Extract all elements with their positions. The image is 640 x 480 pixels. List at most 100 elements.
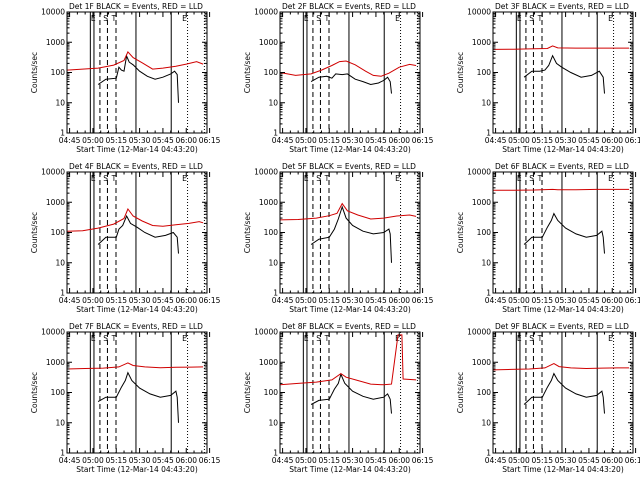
time-marker-label: E — [91, 14, 96, 23]
x-tick-label: 05:30 — [342, 136, 364, 145]
y-tick-label: 100 — [51, 388, 66, 397]
series-line-events — [523, 212, 605, 254]
y-tick-label: 10 — [481, 258, 491, 267]
series-line-events — [523, 54, 605, 94]
time-marker-label: E — [304, 334, 309, 343]
x-tick-label: 06:15 — [199, 296, 221, 305]
time-marker-label: E — [91, 334, 96, 343]
time-marker-label: T — [324, 14, 330, 23]
time-marker-label: E — [182, 174, 187, 183]
subplot-title: Det 5F BLACK = Events, RED = LLD — [282, 162, 416, 171]
y-tick-label: 100 — [51, 68, 66, 77]
x-tick-label: 05:30 — [555, 136, 577, 145]
x-tick-label: 05:00 — [295, 296, 317, 305]
y-tick-label: 1000 — [259, 38, 278, 47]
time-marker-label: S — [316, 14, 321, 23]
y-tick-label: 10000 — [467, 8, 491, 17]
x-tick-label: 06:15 — [199, 136, 221, 145]
plot-frame — [66, 331, 208, 454]
y-tick-label: 10 — [481, 98, 491, 107]
x-tick-label: 06:00 — [175, 296, 197, 305]
series-line-lld — [66, 362, 204, 370]
series-line-lld — [493, 188, 630, 191]
x-tick-label: 05:45 — [578, 136, 600, 145]
x-tick-label: 06:00 — [601, 456, 623, 465]
y-tick-label: 10 — [55, 258, 65, 267]
subplot-title: Det 4F BLACK = Events, RED = LLD — [69, 162, 203, 171]
time-marker-label: S — [529, 174, 534, 183]
x-tick-label: 05:00 — [82, 456, 104, 465]
x-tick-label: 06:15 — [199, 456, 221, 465]
time-marker-label: E — [304, 174, 309, 183]
plot-frame — [279, 11, 421, 134]
y-tick-label: 1000 — [46, 358, 65, 367]
time-marker-label: E — [395, 14, 400, 23]
y-axis-label: Counts/sec — [30, 212, 39, 253]
y-tick-label: 10 — [55, 418, 65, 427]
x-tick-label: 05:30 — [555, 456, 577, 465]
y-axis-label: Counts/sec — [243, 52, 252, 93]
y-tick-label: 1000 — [259, 358, 278, 367]
series-line-lld — [279, 202, 417, 221]
time-marker-label: S — [529, 14, 534, 23]
time-marker-label: E — [395, 174, 400, 183]
time-marker-label: T — [324, 174, 330, 183]
subplot-title: Det 2F BLACK = Events, RED = LLD — [282, 2, 416, 11]
time-marker-label: S — [103, 174, 108, 183]
y-tick-label: 100 — [264, 68, 279, 77]
y-tick-label: 10 — [268, 418, 278, 427]
time-marker-label: S — [529, 334, 534, 343]
y-tick-label: 10000 — [41, 328, 65, 337]
series-line-lld — [492, 363, 630, 371]
x-tick-label: 05:15 — [318, 136, 340, 145]
time-marker-label: E — [608, 174, 613, 183]
subplot-title: Det 8F BLACK = Events, RED = LLD — [282, 322, 416, 331]
y-tick-label: 1 — [486, 449, 491, 458]
time-marker-label: T — [324, 334, 330, 343]
series-line-events — [97, 214, 179, 254]
y-tick-label: 10000 — [254, 168, 278, 177]
x-tick-label: 05:30 — [129, 456, 151, 465]
y-tick-label: 1 — [273, 129, 278, 138]
y-tick-label: 10 — [55, 98, 65, 107]
time-marker-label: T — [537, 174, 543, 183]
x-axis-label: Start Time (12-Mar-14 04:43:20) — [289, 145, 411, 154]
x-tick-label: 05:15 — [105, 456, 127, 465]
x-tick-label: 05:30 — [129, 296, 151, 305]
subplot-title: Det 7F BLACK = Events, RED = LLD — [69, 322, 203, 331]
time-marker-label: E — [517, 14, 522, 23]
y-tick-label: 10000 — [254, 328, 278, 337]
y-tick-label: 1000 — [472, 358, 491, 367]
x-tick-label: 05:15 — [531, 136, 553, 145]
time-marker-label: E — [304, 14, 309, 23]
series-line-events — [310, 73, 392, 94]
time-marker-label: T — [537, 14, 543, 23]
subplot-title: Det 3F BLACK = Events, RED = LLD — [495, 2, 629, 11]
time-marker-label: T — [537, 334, 543, 343]
y-axis-label: Counts/sec — [30, 52, 39, 93]
y-tick-label: 10 — [268, 258, 278, 267]
x-tick-label: 06:15 — [412, 136, 434, 145]
x-tick-label: 05:00 — [295, 136, 317, 145]
x-axis-label: Start Time (12-Mar-14 04:43:20) — [502, 465, 624, 474]
x-tick-label: 06:00 — [388, 456, 410, 465]
plot-frame — [279, 171, 421, 294]
x-tick-label: 05:30 — [129, 136, 151, 145]
x-tick-label: 05:15 — [318, 456, 340, 465]
x-tick-label: 05:45 — [365, 136, 387, 145]
y-axis-label: Counts/sec — [243, 212, 252, 253]
time-marker-label: E — [608, 334, 613, 343]
y-tick-label: 100 — [477, 68, 492, 77]
time-marker-label: T — [111, 334, 117, 343]
y-tick-label: 100 — [477, 388, 492, 397]
x-tick-label: 06:15 — [412, 456, 434, 465]
x-tick-label: 06:00 — [601, 136, 623, 145]
x-tick-label: 06:00 — [601, 296, 623, 305]
series-line-events — [97, 54, 179, 103]
x-tick-label: 05:00 — [508, 456, 530, 465]
